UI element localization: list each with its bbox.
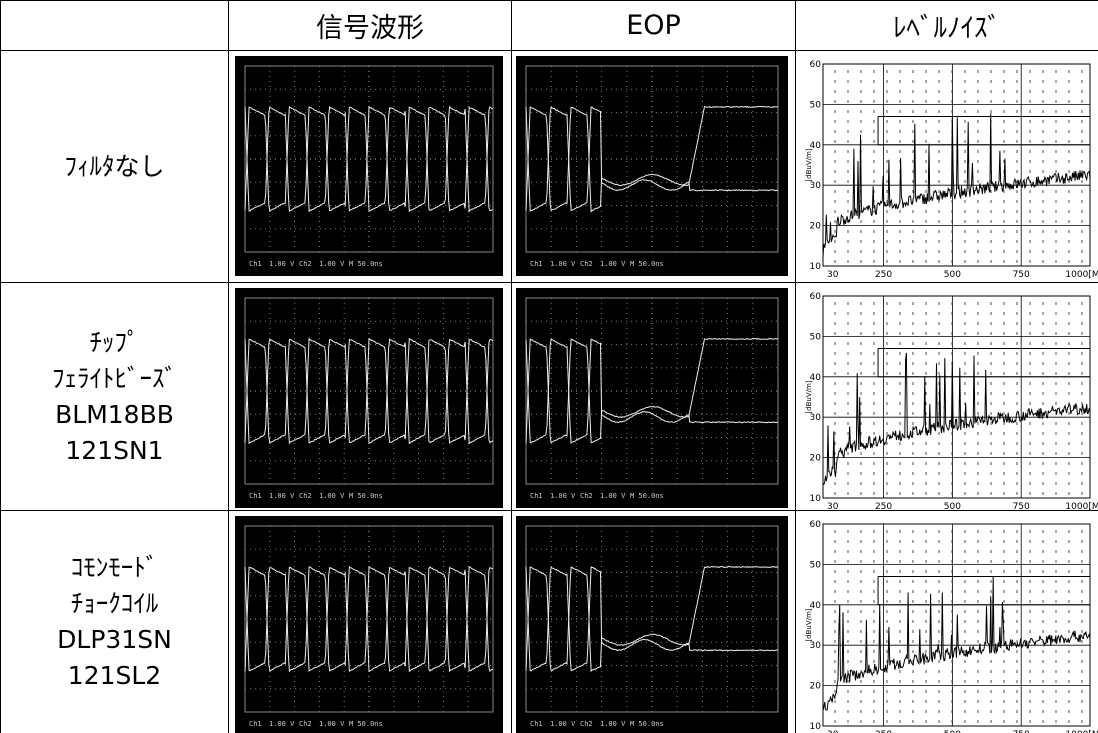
- plot-frame: [823, 296, 1090, 498]
- y-tick-label: 60: [810, 60, 822, 70]
- x-tick-label: 250: [875, 270, 892, 280]
- y-tick-label: 10: [810, 722, 822, 732]
- scope-footer: 1.00 V: [550, 720, 576, 728]
- y-tick-label: 10: [810, 494, 822, 504]
- noise-trace: [823, 576, 1090, 710]
- x-tick-label: 750: [1013, 270, 1030, 280]
- scope-footer: Ch1: [530, 492, 543, 500]
- table-cell: 信号波形: [228, 0, 512, 51]
- scope-footer: 1.00 V: [269, 720, 295, 728]
- header-text: EOP: [626, 10, 681, 41]
- scope-footer: M 50.0ns: [349, 260, 383, 268]
- scope-footer: 1.00 V: [269, 492, 295, 500]
- scope-footer: 1.00 V: [319, 720, 345, 728]
- y-tick-label: 60: [810, 292, 822, 302]
- scope-footer: Ch1: [530, 720, 543, 728]
- table-cell: [0, 0, 229, 51]
- y-tick-label: 30: [810, 181, 822, 191]
- row-label: ﾁｮｰｸｺｲﾙ: [71, 586, 159, 622]
- scope-footer: 1.00 V: [319, 260, 345, 268]
- scope-footer: 1.00 V: [600, 720, 626, 728]
- y-tick-label: 60: [810, 520, 822, 530]
- scope-bg: [235, 516, 503, 733]
- scope-footer: 1.00 V: [319, 492, 345, 500]
- x-tick-label: 500: [944, 270, 961, 280]
- y-tick-label: 20: [810, 454, 822, 464]
- header-text: ﾚﾍﾞﾙﾉｲｽﾞ: [893, 6, 1001, 45]
- y-axis-label: [dBuV/m]: [805, 148, 813, 181]
- scope-footer: 1.00 V: [550, 260, 576, 268]
- scope-footer: M 50.0ns: [349, 492, 383, 500]
- y-tick-label: 30: [810, 641, 822, 651]
- row-label: ﾌｪﾗｲﾄﾋﾞｰｽﾞ: [52, 361, 177, 397]
- y-axis-label: [dBuV/m]: [805, 380, 813, 413]
- row-label: ｺﾓﾝﾓｰﾄﾞ: [71, 550, 159, 586]
- scope-footer: Ch1: [249, 720, 262, 728]
- y-axis-label: [dBuV/m]: [805, 608, 813, 641]
- scope-image: Ch1 1.00 V Ch2 1.00 V M 50.0ns: [235, 56, 503, 276]
- noise-trace: [823, 353, 1090, 485]
- scope-image: Ch1 1.00 V Ch2 1.00 V M 50.0ns: [516, 516, 788, 733]
- scope-bg: [516, 516, 788, 733]
- y-tick-label: 20: [810, 222, 822, 232]
- y-tick-label: 50: [810, 332, 822, 342]
- scope-footer: Ch1: [249, 260, 262, 268]
- scope-footer: M 50.0ns: [630, 720, 664, 728]
- scope-footer: 1.00 V: [600, 260, 626, 268]
- y-tick-label: 30: [810, 413, 822, 423]
- y-tick-label: 50: [810, 100, 822, 110]
- scope-footer: Ch2: [299, 260, 312, 268]
- x-tick-label: 30: [827, 270, 839, 280]
- x-tick-label: 1000[MHz]: [1065, 270, 1098, 280]
- scope-footer: Ch1: [249, 492, 262, 500]
- y-tick-label: 50: [810, 560, 822, 570]
- scope-image: Ch1 1.00 V Ch2 1.00 V M 50.0ns: [516, 288, 788, 508]
- scope-footer: 1.00 V: [550, 492, 576, 500]
- scope-image: Ch1 1.00 V Ch2 1.00 V M 50.0ns: [235, 288, 503, 508]
- scope-footer: 1.00 V: [269, 260, 295, 268]
- scope-footer: Ch2: [299, 720, 312, 728]
- y-tick-label: 20: [810, 682, 822, 692]
- row-label: 121SL2: [68, 658, 161, 694]
- scope-footer: Ch1: [530, 260, 543, 268]
- scope-image: Ch1 1.00 V Ch2 1.00 V M 50.0ns: [516, 56, 788, 276]
- row-label: 121SN1: [65, 433, 163, 469]
- table-cell: ｺﾓﾝﾓｰﾄﾞﾁｮｰｸｺｲﾙDLP31SN121SL2: [0, 510, 229, 733]
- limit-line: [878, 117, 1090, 145]
- scope-footer: Ch2: [580, 260, 593, 268]
- scope-footer: M 50.0ns: [349, 720, 383, 728]
- plot-frame: [823, 524, 1090, 726]
- header-text: 信号波形: [316, 6, 424, 45]
- scope-footer: 1.00 V: [600, 492, 626, 500]
- limit-line: [878, 349, 1090, 377]
- row-label: BLM18BB: [55, 397, 174, 433]
- limit-line: [878, 577, 1090, 605]
- row-label: ﾌｨﾙﾀなし: [64, 149, 164, 185]
- row-label: DLP31SN: [57, 622, 172, 658]
- row-label: ﾁｯﾌﾟ: [89, 325, 139, 361]
- table-cell: EOP: [511, 0, 796, 51]
- scope-footer: M 50.0ns: [630, 260, 664, 268]
- table-cell: ﾌｨﾙﾀなし: [0, 50, 229, 283]
- table-cell: ﾚﾍﾞﾙﾉｲｽﾞ: [795, 0, 1098, 51]
- y-tick-label: 10: [810, 262, 822, 272]
- scope-footer: Ch2: [299, 492, 312, 500]
- page: 信号波形 EOP ﾚﾍﾞﾙﾉｲｽﾞ ﾌｨﾙﾀなし Ch1 1.00 V Ch2 1.00 V M…: [0, 0, 1098, 733]
- scope-footer: M 50.0ns: [630, 492, 664, 500]
- scope-footer: Ch2: [580, 492, 593, 500]
- scope-image: Ch1 1.00 V Ch2 1.00 V M 50.0ns: [235, 516, 503, 733]
- scope-footer: Ch2: [580, 720, 593, 728]
